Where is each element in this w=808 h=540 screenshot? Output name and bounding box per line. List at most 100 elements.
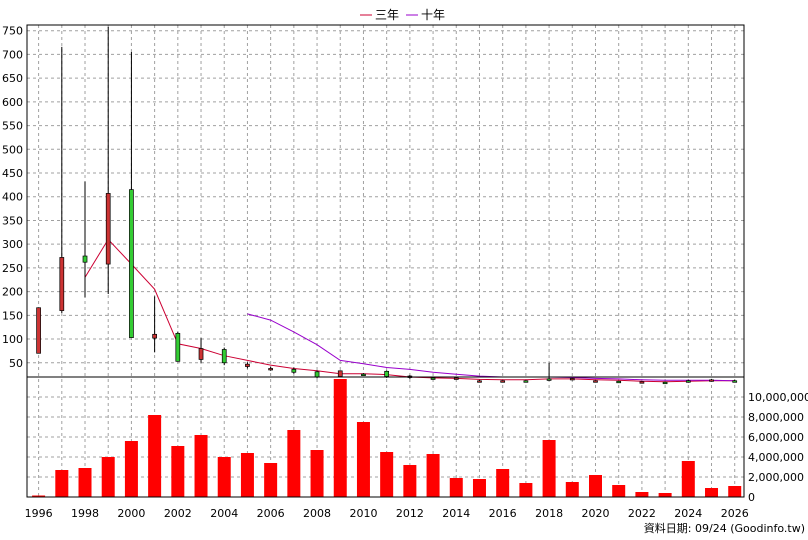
volume-bar — [217, 457, 231, 497]
legend: 三年 十年 — [360, 8, 445, 22]
candle-body — [82, 255, 88, 263]
volume-bar — [403, 465, 417, 497]
price-tick-label: 100 — [2, 333, 23, 346]
price-tick-label: 750 — [2, 25, 23, 38]
candle-body — [361, 373, 366, 377]
volume-bar — [542, 440, 556, 497]
candle-body — [175, 333, 181, 362]
price-tick-label: 500 — [2, 143, 23, 156]
volume-tick-label: 0 — [748, 491, 755, 504]
candle-body — [477, 380, 482, 383]
volume-bar — [449, 478, 463, 497]
year-tick-label: 2024 — [674, 507, 702, 520]
volume-bar — [565, 482, 579, 497]
price-tick-label: 550 — [2, 120, 23, 133]
price-tick-label: 400 — [2, 191, 23, 204]
volume-bars — [32, 379, 742, 497]
volume-bar — [472, 479, 486, 497]
volume-bar — [240, 453, 254, 497]
candle-body — [569, 378, 575, 381]
candle-body — [268, 368, 273, 371]
volume-bar — [705, 488, 719, 497]
volume-bar — [148, 415, 162, 497]
candle-body — [105, 193, 111, 265]
year-tick-label: 2018 — [535, 507, 563, 520]
plot-frame — [26, 24, 745, 498]
price-tick-label: 200 — [2, 286, 23, 299]
year-tick-label: 1998 — [71, 507, 99, 520]
candle-body — [430, 377, 436, 380]
volume-bar — [78, 468, 92, 497]
volume-bar — [519, 483, 533, 497]
candle-body — [685, 380, 691, 383]
volume-tick-label: 2,000,000 — [748, 471, 804, 484]
year-tick-label: 2026 — [721, 507, 749, 520]
volume-bar — [287, 430, 301, 497]
candle-body — [546, 378, 552, 381]
year-tick-label: 2016 — [489, 507, 517, 520]
candle-body — [36, 307, 41, 354]
year-tick-label: 2008 — [303, 507, 331, 520]
candle-body — [732, 380, 738, 383]
candle-body — [709, 379, 714, 382]
candle-body — [384, 370, 390, 377]
volume-bar — [32, 495, 46, 497]
candle-body — [152, 333, 157, 339]
candle-body — [593, 380, 598, 383]
candle-body — [59, 257, 65, 311]
year-tick-label: 1996 — [25, 507, 53, 520]
year-tick-label: 2006 — [257, 507, 285, 520]
volume-bar — [426, 454, 440, 497]
year-tick-label: 2004 — [210, 507, 238, 520]
price-tick-label: 700 — [2, 48, 23, 61]
legend-label-ten-year: 十年 — [421, 8, 445, 22]
volume-bar — [55, 470, 69, 497]
candle-body — [245, 363, 250, 367]
candle-body — [129, 189, 134, 338]
volume-bar — [264, 463, 278, 497]
price-tick-label: 300 — [2, 238, 23, 251]
volume-bar — [101, 457, 115, 497]
year-tick-label: 2014 — [442, 507, 470, 520]
volume-bar — [588, 475, 602, 497]
volume-bar — [658, 493, 672, 497]
price-tick-label: 150 — [2, 309, 23, 322]
volume-bar — [635, 492, 649, 497]
candle-body — [337, 370, 343, 377]
legend-label-three-year: 三年 — [375, 8, 399, 22]
price-tick-label: 600 — [2, 96, 23, 109]
year-tick-label: 2022 — [628, 507, 656, 520]
volume-bar — [356, 422, 370, 497]
volume-bar — [194, 435, 208, 497]
volume-tick-label: 10,000,000 — [748, 391, 808, 404]
candle-body — [221, 349, 227, 364]
candle-body — [453, 377, 459, 380]
candle-body — [198, 348, 204, 360]
candle-body — [662, 381, 668, 385]
candle-body — [500, 380, 506, 383]
volume-tick-label: 6,000,000 — [748, 431, 804, 444]
price-tick-label: 50 — [9, 357, 23, 370]
year-tick-label: 2020 — [581, 507, 609, 520]
year-tick-label: 2012 — [396, 507, 424, 520]
volume-bar — [380, 452, 394, 497]
price-tick-label: 250 — [2, 262, 23, 275]
volume-bar — [496, 469, 510, 497]
volume-bar — [728, 486, 742, 497]
year-tick-label: 2000 — [117, 507, 145, 520]
axis-ticks: 50 100 150 200 250 300 350 400 450 500 550 600 650 70… — [2, 25, 808, 520]
year-tick-label: 2010 — [349, 507, 377, 520]
price-tick-label: 650 — [2, 72, 23, 85]
price-tick-label: 350 — [2, 214, 23, 227]
candle-body — [291, 369, 297, 373]
candle-body — [314, 371, 320, 378]
volume-bar — [612, 485, 626, 497]
candle-body — [523, 380, 529, 383]
year-tick-label: 2002 — [164, 507, 192, 520]
volume-bar — [171, 446, 185, 497]
data-date-credit: 資料日期: 09/24 (Goodinfo.tw) — [644, 521, 805, 535]
volume-bar — [333, 379, 347, 497]
candle-body — [639, 381, 645, 384]
volume-bar — [124, 441, 138, 497]
